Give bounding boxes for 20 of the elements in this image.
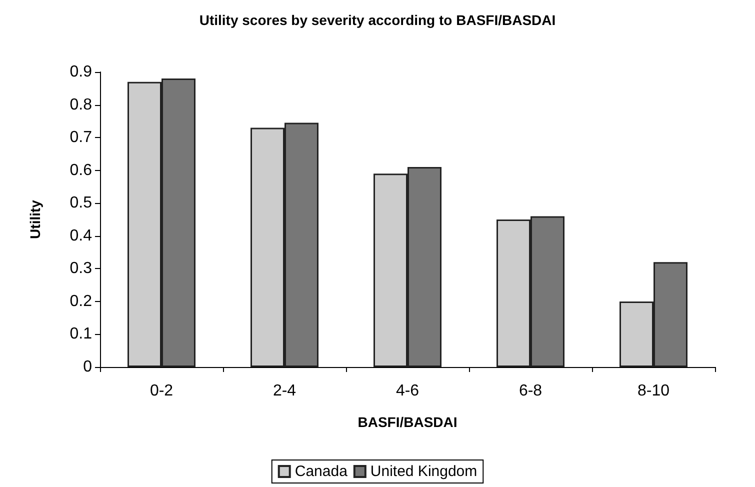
x-tick-label: 8-10	[637, 382, 670, 400]
chart-title: Utility scores by severity according to BASFI/BASDAI	[199, 12, 556, 28]
y-tick-label: 0.7	[70, 129, 92, 146]
legend-label: Canada	[294, 463, 348, 480]
y-tick-label: 0.6	[70, 162, 92, 179]
x-tick-label: 2-4	[272, 382, 296, 400]
x-axis-title: BASFI/BASDAI	[358, 414, 458, 430]
y-tick-label: 0.5	[70, 194, 92, 212]
legend-label: United Kingdom	[370, 463, 478, 480]
y-tick-label: 0.9	[70, 64, 92, 80]
y-tick-label: 0.3	[70, 260, 92, 278]
y-tick-label: 0.8	[70, 96, 92, 114]
x-tick-label: 6-8	[518, 382, 542, 400]
y-tick-label: 0.2	[70, 292, 92, 310]
y-axis-title: Utility	[27, 200, 43, 239]
x-tick-label: 0-2	[150, 382, 174, 400]
y-tick-label: 0.1	[70, 326, 92, 343]
y-tick-label: 0	[83, 358, 92, 376]
x-tick-label: 4-6	[396, 382, 420, 400]
y-tick-label: 0.4	[70, 227, 92, 244]
